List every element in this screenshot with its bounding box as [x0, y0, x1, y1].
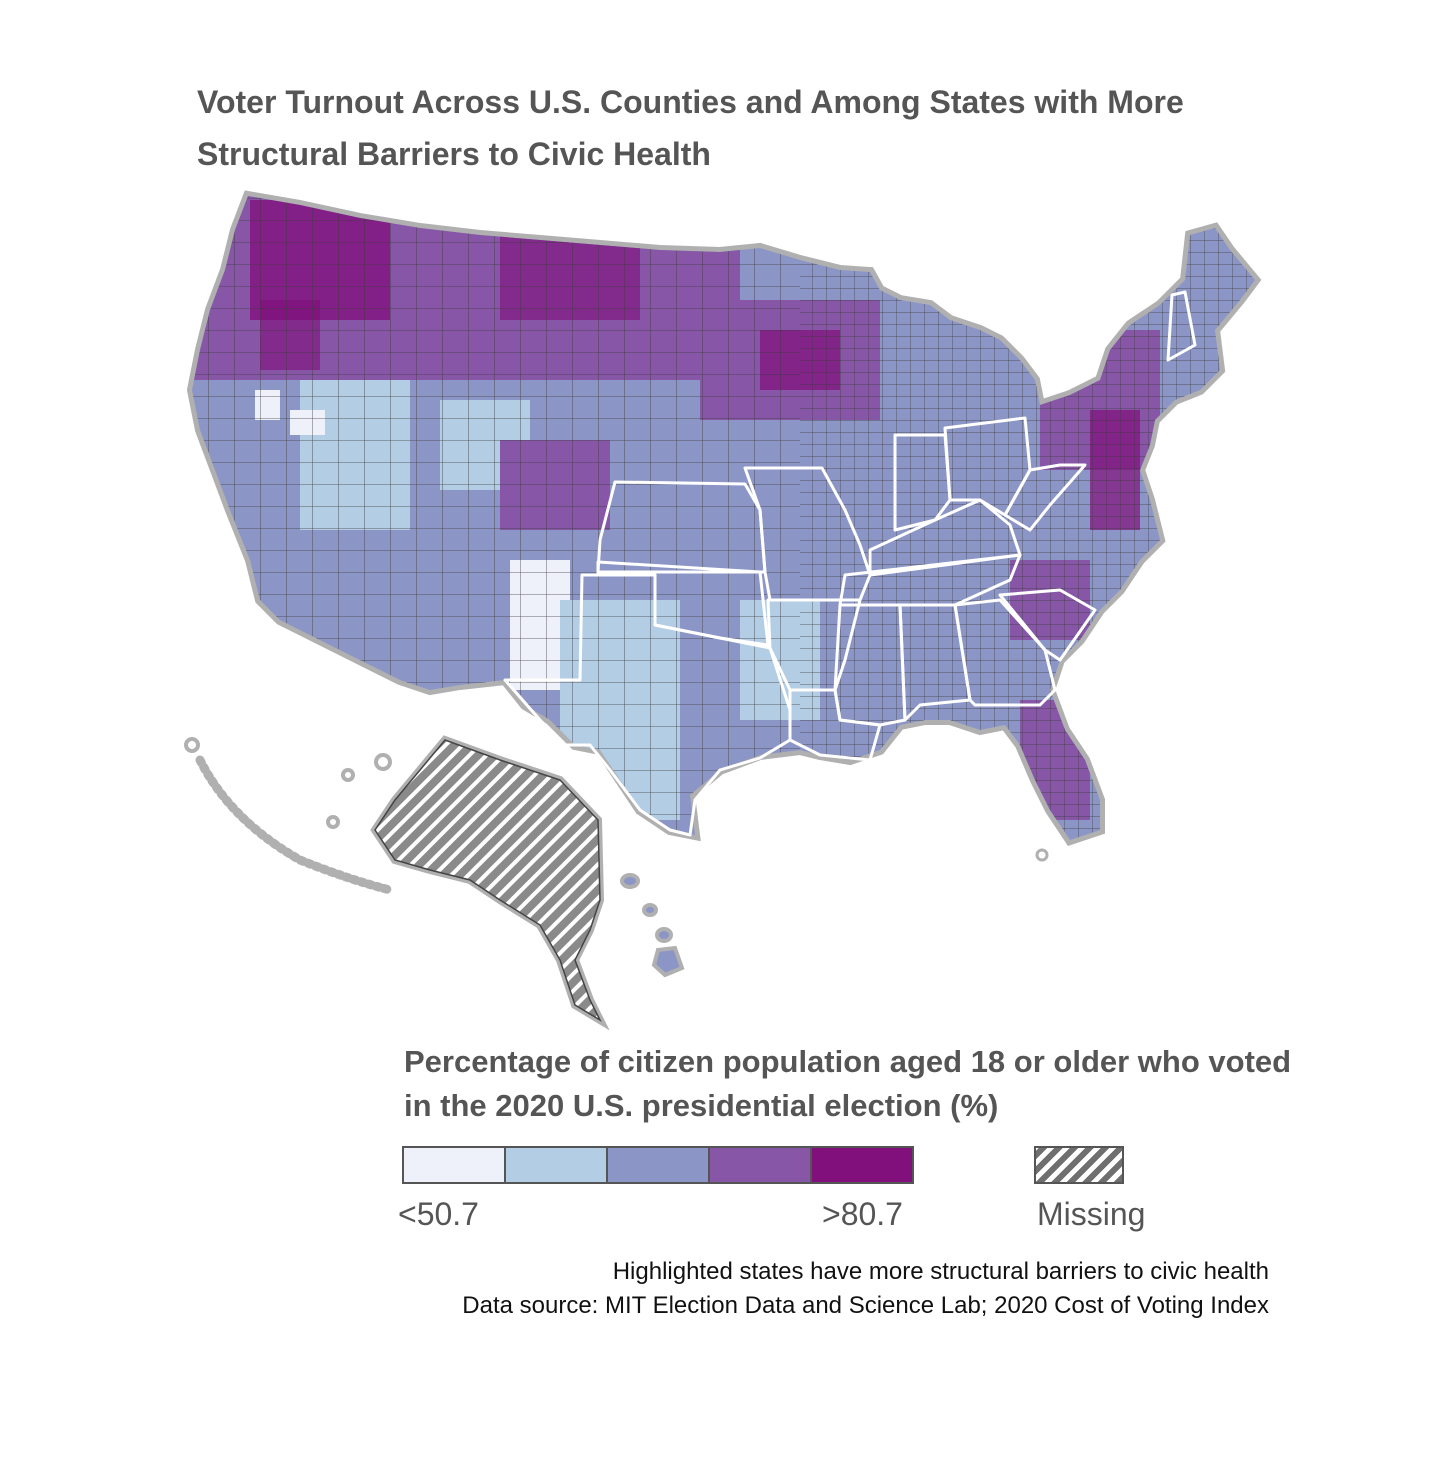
- legend-missing-swatch: [1034, 1146, 1124, 1184]
- hawaii-kauai: [620, 873, 640, 889]
- legend-high-label: >80.7: [822, 1196, 903, 1232]
- alaska-missing: [184, 735, 610, 1030]
- hawaii-oahu: [642, 903, 658, 917]
- hawaii: [620, 873, 685, 978]
- state-south-carolina-outline: [998, 588, 1097, 662]
- legend-swatch-4: [710, 1148, 812, 1182]
- legend-missing-label: Missing: [1037, 1196, 1146, 1232]
- hawaii-maui: [655, 927, 673, 943]
- state-indiana-outline: [893, 433, 952, 532]
- state-missouri-outline: [743, 466, 872, 602]
- aleutian-islands: [195, 755, 395, 895]
- legend-swatch-2: [506, 1148, 608, 1182]
- us-county-map: [184, 180, 1280, 1030]
- state-west-virginia-outline: [1003, 463, 1087, 532]
- legend-swatch-3: [608, 1148, 710, 1182]
- state-georgia-outline: [953, 598, 1057, 707]
- legend-low-label: <50.7: [398, 1196, 479, 1232]
- legend-swatch-5: [812, 1148, 912, 1182]
- highlighted-states: [503, 290, 1197, 837]
- legend-swatch-1: [404, 1148, 506, 1182]
- legend-title: Percentage of citizen population aged 18…: [404, 1044, 1292, 1123]
- state-texas-outline: [503, 573, 792, 837]
- florida-keys-island: [1035, 848, 1049, 862]
- color-scale-legend: [402, 1146, 914, 1184]
- map-title: Voter Turnout Across U.S. Counties and A…: [197, 84, 1184, 172]
- data-source: Data source: MIT Election Data and Scien…: [462, 1292, 1269, 1319]
- hawaii-big-island: [651, 945, 685, 978]
- highlight-note: Highlighted states have more structural …: [612, 1258, 1269, 1285]
- state-new-hampshire-outline: [1166, 290, 1197, 362]
